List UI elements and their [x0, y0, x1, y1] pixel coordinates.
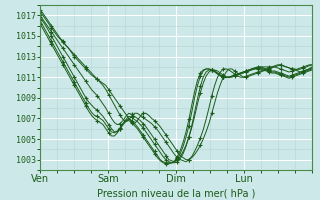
X-axis label: Pression niveau de la mer( hPa ): Pression niveau de la mer( hPa )	[97, 188, 255, 198]
